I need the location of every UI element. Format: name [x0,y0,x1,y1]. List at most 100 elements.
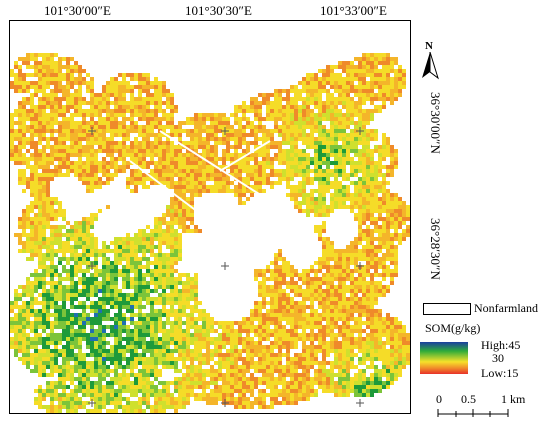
raster-cell [398,89,402,93]
raster-cell [374,221,378,225]
raster-cell [398,225,402,229]
raster-cell [38,253,42,257]
raster-cell [174,329,178,333]
raster-cell [34,317,38,321]
raster-cell [26,177,30,181]
raster-cell [174,133,178,137]
raster-cell [258,153,262,157]
raster-cell [170,181,174,185]
raster-cell [86,317,90,321]
raster-cell [386,61,390,65]
raster-cell [134,145,138,149]
raster-cell [166,157,170,161]
raster-cell [90,249,94,253]
raster-cell [226,337,230,341]
raster-cell [14,305,18,309]
raster-cell [362,269,366,273]
raster-cell [318,189,322,193]
raster-cell [326,237,330,241]
raster-cell [162,233,166,237]
raster-cell [214,125,218,129]
raster-cell [190,293,194,297]
raster-cell [310,85,314,89]
raster-cell [138,361,142,365]
raster-cell [110,77,114,81]
raster-cell [346,245,350,249]
raster-cell [294,157,298,161]
raster-cell [26,345,30,349]
raster-cell [342,125,346,129]
raster-cell [326,209,330,213]
raster-cell [190,305,194,309]
raster-cell [106,353,110,357]
raster-cell [374,349,378,353]
raster-cell [350,105,354,109]
raster-cell [386,289,390,293]
raster-cell [82,293,86,297]
raster-cell [174,245,178,249]
raster-cell [378,89,382,93]
raster-cell [346,273,350,277]
raster-cell [322,149,326,153]
raster-cell [182,313,186,317]
raster-cell [102,349,106,353]
raster-cell [174,253,178,257]
raster-cell [66,349,70,353]
raster-cell [122,245,126,249]
raster-cell [350,69,354,73]
raster-cell [374,245,378,249]
raster-cell [14,233,18,237]
raster-cell [358,73,362,77]
raster-cell [178,189,182,193]
raster-cell [146,249,150,253]
raster-cell [314,141,318,145]
raster-cell [210,353,214,357]
raster-cell [286,353,290,357]
raster-cell [310,337,314,341]
raster-cell [66,69,70,73]
raster-cell [58,85,62,89]
raster-cell [178,125,182,129]
raster-cell [226,149,230,153]
raster-cell [402,85,406,89]
raster-cell [298,289,302,293]
raster-cell [202,177,206,181]
raster-cell [54,209,58,213]
raster-cell [190,353,194,357]
raster-cell [362,329,366,333]
raster-cell [94,97,98,101]
raster-cell [162,297,166,301]
raster-cell [10,325,14,329]
raster-cell [170,113,174,117]
raster-cell [186,305,190,309]
raster-cell [42,157,46,161]
raster-cell [58,233,62,237]
raster-cell [138,153,142,157]
raster-cell [402,357,406,361]
raster-cell [326,101,330,105]
raster-cell [358,189,362,193]
raster-cell [122,241,126,245]
raster-cell [394,357,398,361]
raster-cell [106,357,110,361]
raster-cell [74,153,78,157]
raster-cell [70,153,74,157]
raster-cell [278,169,282,173]
raster-cell [90,233,94,237]
raster-cell [282,177,286,181]
raster-cell [214,361,218,365]
raster-cell [254,129,258,133]
raster-cell [110,285,114,289]
raster-cell [382,277,386,281]
raster-cell [154,77,158,81]
raster-cell [278,325,282,329]
raster-cell [126,161,130,165]
raster-cell [406,233,410,237]
raster-cell [214,161,218,165]
raster-cell [258,329,262,333]
raster-cell [98,105,102,109]
raster-cell [198,181,202,185]
raster-cell [38,177,42,181]
raster-cell [166,149,170,153]
raster-cell [158,217,162,221]
